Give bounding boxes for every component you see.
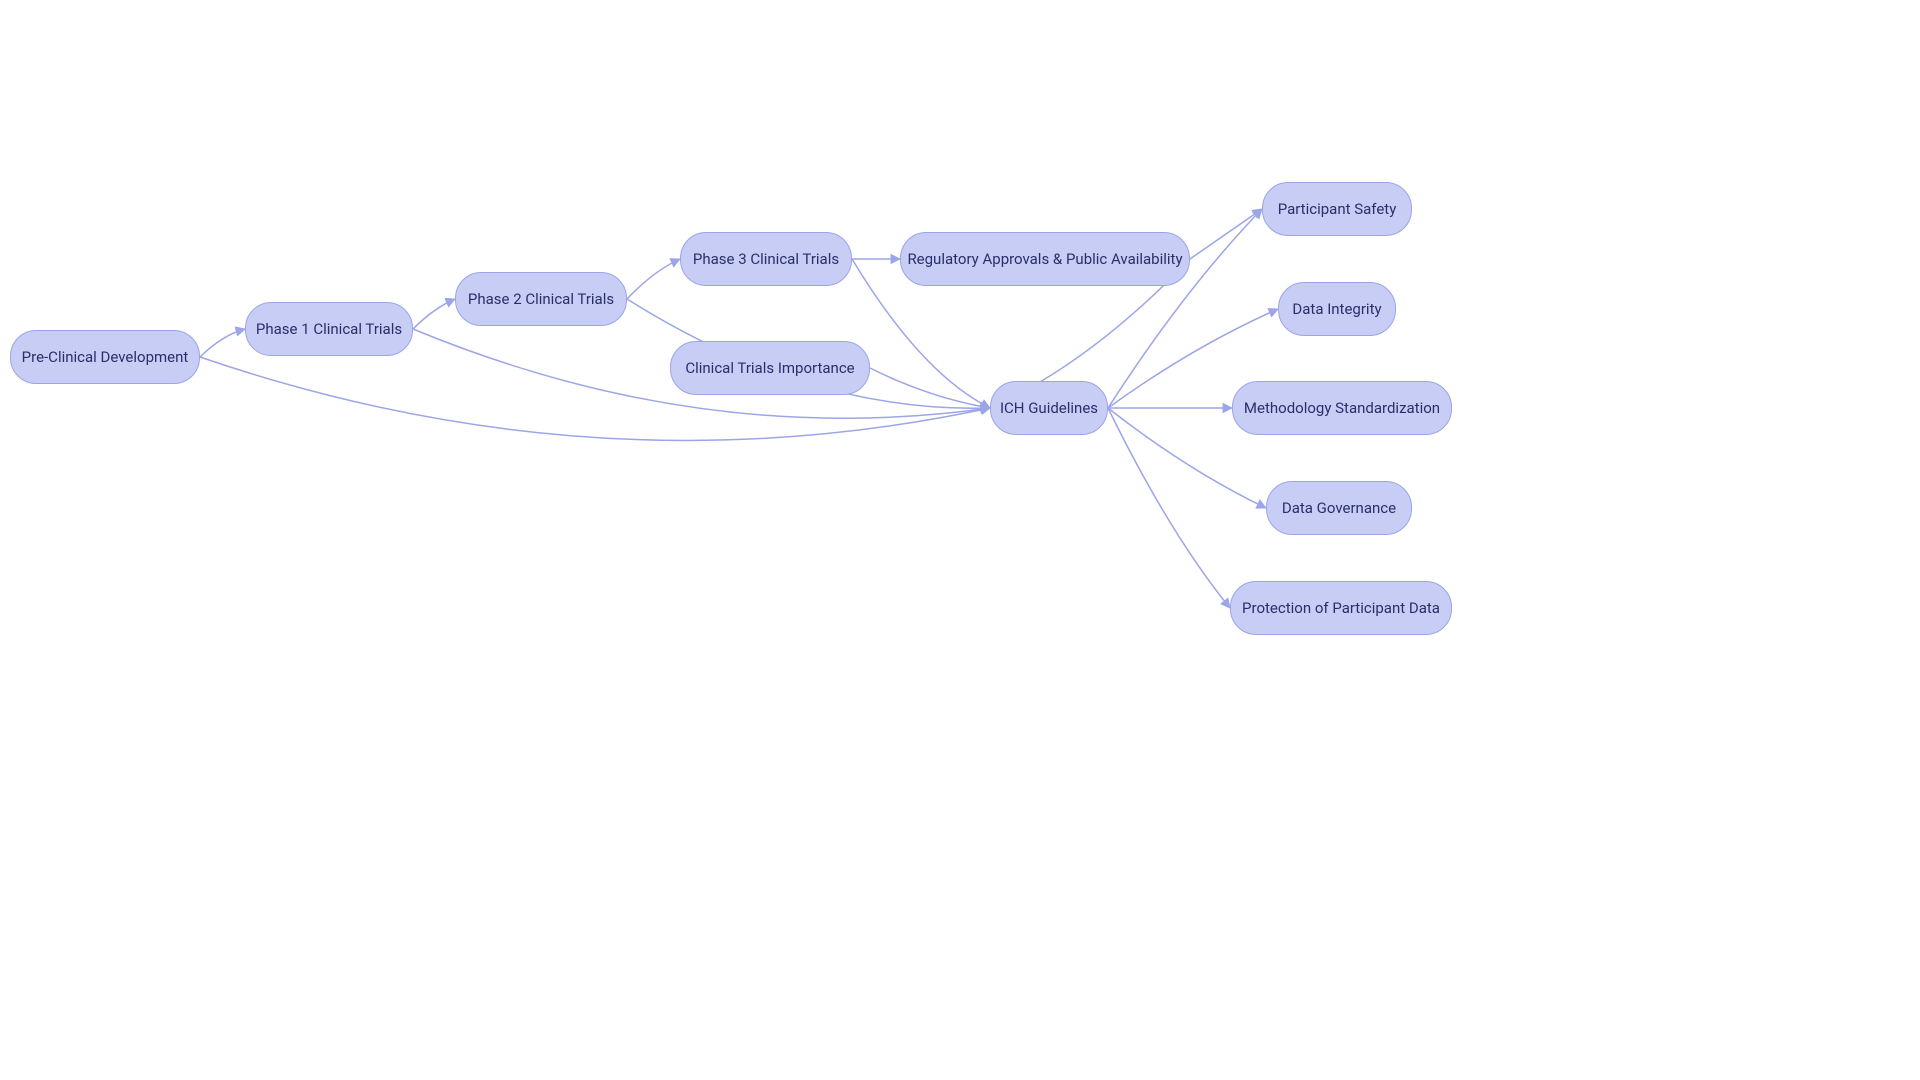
node-governance: Data Governance (1266, 481, 1412, 535)
node-phase2: Phase 2 Clinical Trials (455, 272, 627, 326)
edges-layer (0, 0, 1920, 1080)
edge-ich-protection (1108, 408, 1230, 608)
edge-phase1-phase2 (413, 299, 455, 329)
node-label: Phase 3 Clinical Trials (693, 250, 839, 268)
node-phase3: Phase 3 Clinical Trials (680, 232, 852, 286)
node-label: Methodology Standardization (1244, 399, 1440, 417)
node-label: Data Integrity (1292, 300, 1381, 318)
edge-preclinical-phase1 (200, 329, 245, 357)
node-preclinical: Pre-Clinical Development (10, 330, 200, 384)
node-safety: Participant Safety (1262, 182, 1412, 236)
node-regulatory: Regulatory Approvals & Public Availabili… (900, 232, 1190, 286)
node-label: Participant Safety (1278, 200, 1397, 218)
node-importance: Clinical Trials Importance (670, 341, 870, 395)
edge-importance-ich (870, 368, 990, 408)
node-label: Phase 2 Clinical Trials (468, 290, 614, 308)
node-integrity: Data Integrity (1278, 282, 1396, 336)
node-label: Regulatory Approvals & Public Availabili… (907, 250, 1182, 268)
node-ich: ICH Guidelines (990, 381, 1108, 435)
node-label: Protection of Participant Data (1242, 599, 1440, 617)
node-methodology: Methodology Standardization (1232, 381, 1452, 435)
node-label: Data Governance (1282, 499, 1396, 517)
node-label: Pre-Clinical Development (22, 348, 189, 366)
node-protection: Protection of Participant Data (1230, 581, 1452, 635)
node-label: Phase 1 Clinical Trials (256, 320, 402, 338)
node-label: Clinical Trials Importance (685, 359, 854, 377)
edge-phase2-phase3 (627, 259, 680, 299)
diagram-canvas: Pre-Clinical Development Phase 1 Clinical… (0, 0, 1920, 1080)
edge-regulatory-safety (1190, 209, 1262, 259)
node-label: ICH Guidelines (1000, 399, 1098, 417)
node-phase1: Phase 1 Clinical Trials (245, 302, 413, 356)
edge-preclinical-ich (200, 357, 990, 440)
